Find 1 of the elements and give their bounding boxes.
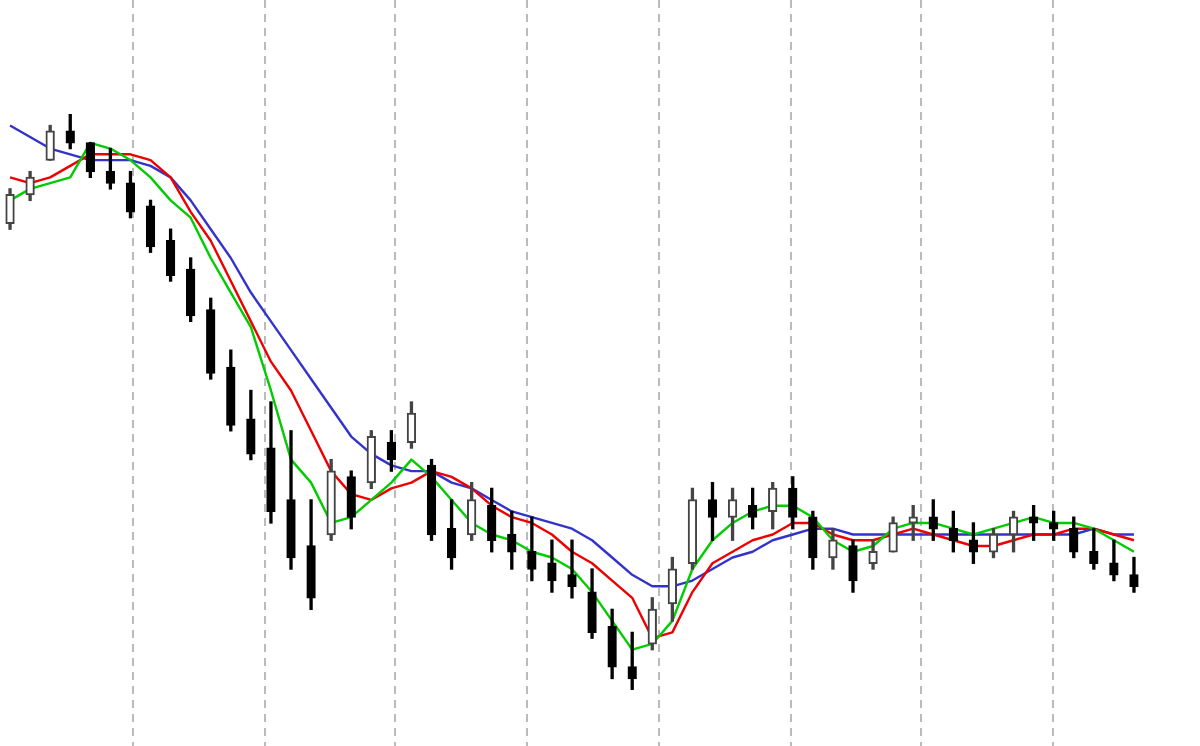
candlestick	[567, 539, 577, 599]
